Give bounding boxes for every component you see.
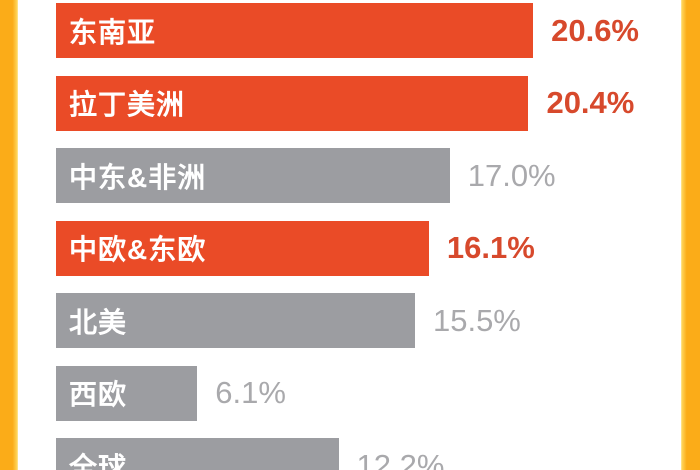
bar: 中欧&东欧 bbox=[56, 220, 429, 276]
left-frame-stripe bbox=[0, 0, 18, 470]
bar-row: 中东&非洲 17.0% bbox=[56, 148, 682, 203]
bar-value-label: 16.1% bbox=[446, 230, 535, 265]
bar-row: 中欧&东欧 16.1% bbox=[56, 220, 682, 276]
bar-category-label: 全球 bbox=[69, 451, 128, 470]
bar-row: 拉丁美洲 20.4% bbox=[56, 75, 682, 131]
bar: 东南亚 bbox=[56, 3, 534, 58]
bar-category-label: 东南亚 bbox=[69, 16, 157, 48]
bar-value-label: 15.5% bbox=[432, 302, 521, 338]
bar-value-label: 6.1% bbox=[215, 375, 286, 410]
bar: 全球 bbox=[56, 438, 339, 470]
bar: 北美 bbox=[56, 293, 415, 348]
bar-chart: 东南亚 20.6% 拉丁美洲 20.4% 中东&非洲 17.0% 中欧&东欧 16.1% 北美 1… bbox=[56, 3, 682, 470]
bar: 拉丁美洲 bbox=[56, 75, 529, 131]
bar-value-label: 20.6% bbox=[551, 12, 639, 48]
bar-category-label: 中东&非洲 bbox=[69, 161, 207, 193]
right-frame-stripe bbox=[681, 0, 700, 470]
bar-category-label: 中欧&东欧 bbox=[69, 234, 207, 265]
bar-category-label: 西欧 bbox=[69, 379, 128, 410]
bar-row: 东南亚 20.6% bbox=[56, 3, 682, 58]
bar: 西欧 bbox=[56, 365, 198, 421]
bar-row: 全球 12.2% bbox=[56, 438, 682, 470]
bar-category-label: 北美 bbox=[69, 306, 128, 338]
bar-value-label: 17.0% bbox=[467, 157, 556, 193]
bar-row: 北美 15.5% bbox=[56, 293, 682, 348]
bar: 中东&非洲 bbox=[56, 148, 450, 203]
bar-category-label: 拉丁美洲 bbox=[69, 89, 186, 120]
bar-row: 西欧 6.1% bbox=[56, 365, 682, 421]
bar-value-label: 12.2% bbox=[356, 447, 445, 470]
bar-value-label: 20.4% bbox=[546, 85, 635, 120]
